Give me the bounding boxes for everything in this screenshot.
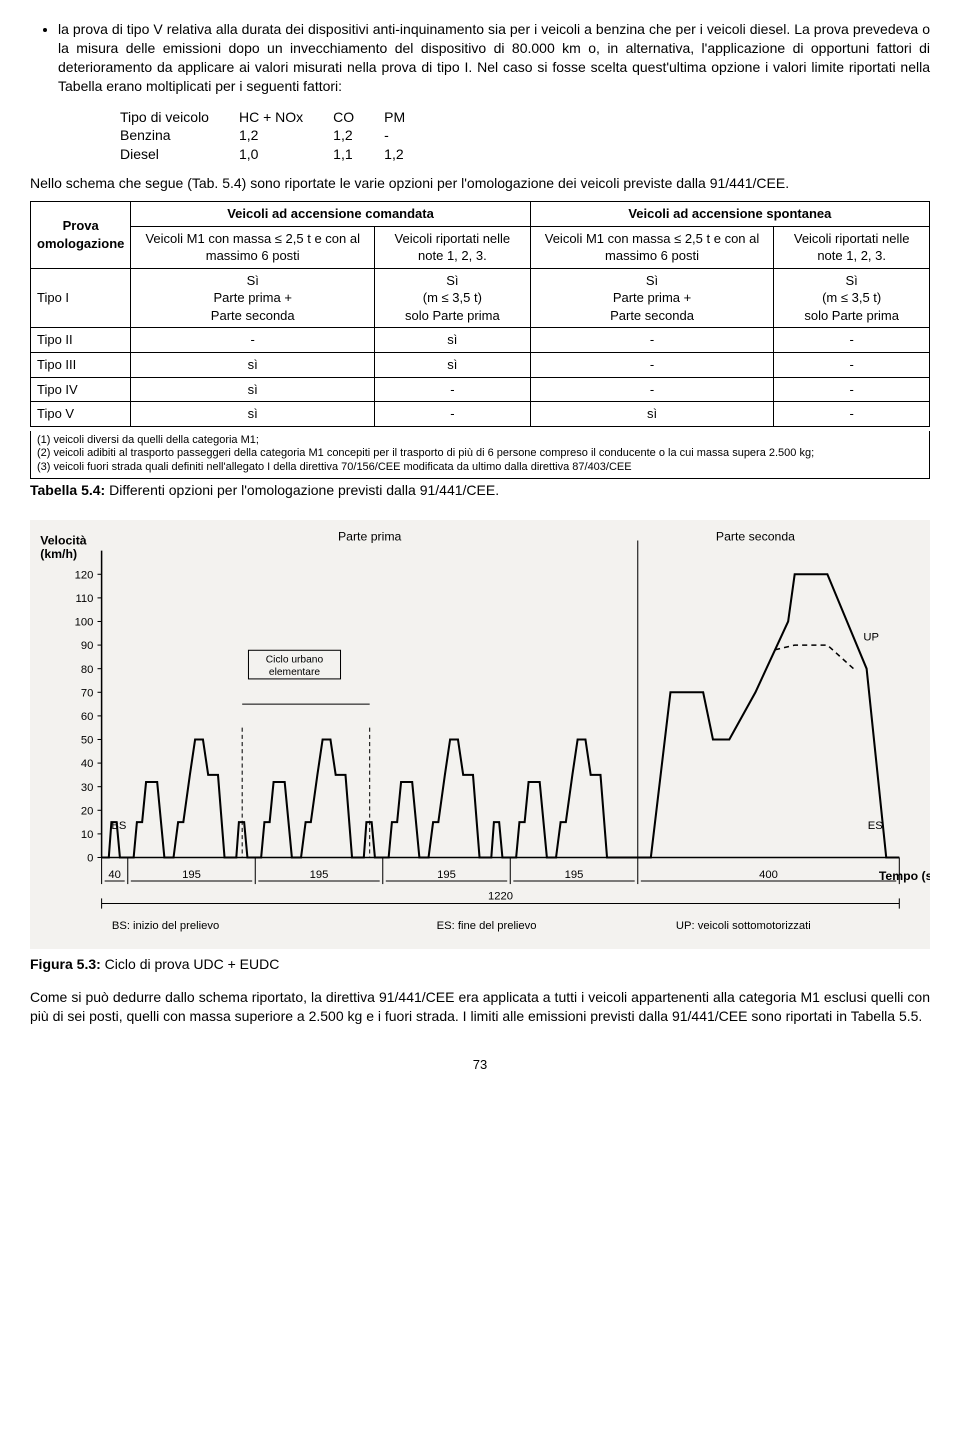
svg-text:BS: BS: [111, 820, 126, 832]
table-caption: Tabella 5.4: Differenti opzioni per l'om…: [30, 481, 930, 500]
chart-svg: 0 10 20 30 40 50 60 70 80 90 100 110 120 Velocità(km/…: [30, 520, 930, 950]
svg-text:(km/h): (km/h): [40, 547, 77, 561]
svg-text:ES: fine del prelievo: ES: fine del prelievo: [437, 920, 537, 932]
svg-text:20: 20: [81, 805, 94, 817]
svg-text:400: 400: [759, 869, 778, 881]
svg-text:195: 195: [437, 869, 456, 881]
paragraph-3: Come si può dedurre dallo schema riporta…: [30, 988, 930, 1026]
svg-text:UP: veicoli sottomotorizzati: UP: veicoli sottomotorizzati: [676, 920, 811, 932]
svg-text:UP: UP: [863, 631, 879, 643]
svg-text:Ciclo urbano: Ciclo urbano: [266, 654, 324, 665]
svg-text:100: 100: [75, 616, 94, 628]
page-number: 73: [30, 1056, 930, 1074]
factors-table: Tipo di veicoloHC + NOxCOPMBenzina1,21,2…: [120, 108, 435, 165]
paragraph-2: Nello schema che segue (Tab. 5.4) sono r…: [30, 174, 930, 193]
svg-text:0: 0: [87, 852, 93, 864]
svg-text:40: 40: [81, 758, 94, 770]
table-footnotes: (1) veicoli diversi da quelli della cate…: [30, 431, 930, 479]
svg-text:50: 50: [81, 734, 94, 746]
svg-text:80: 80: [81, 664, 94, 676]
svg-text:Parte seconda: Parte seconda: [716, 529, 795, 543]
svg-text:BS: inizio del prelievo: BS: inizio del prelievo: [112, 920, 219, 932]
svg-text:30: 30: [81, 782, 94, 794]
svg-text:195: 195: [182, 869, 201, 881]
svg-text:10: 10: [81, 829, 94, 841]
svg-text:120: 120: [75, 569, 94, 581]
svg-text:ES: ES: [868, 820, 883, 832]
main-table: ProvaomologazioneVeicoli ad accensione c…: [30, 201, 930, 426]
svg-text:195: 195: [310, 869, 329, 881]
svg-text:Tempo (s): Tempo (s): [879, 869, 930, 883]
bullet-item: la prova di tipo V relativa alla durata …: [58, 20, 930, 96]
figure-wrap: 0 10 20 30 40 50 60 70 80 90 100 110 120 Velocità(km/…: [30, 520, 930, 950]
svg-text:Velocità: Velocità: [40, 533, 87, 547]
svg-text:90: 90: [81, 640, 94, 652]
svg-text:60: 60: [81, 711, 94, 723]
svg-text:Parte prima: Parte prima: [338, 529, 402, 543]
svg-text:40: 40: [108, 869, 121, 881]
svg-text:1220: 1220: [488, 890, 513, 902]
svg-text:110: 110: [76, 593, 94, 605]
factors-table-wrap: Tipo di veicoloHC + NOxCOPMBenzina1,21,2…: [120, 108, 930, 165]
svg-text:elementare: elementare: [269, 667, 320, 678]
svg-text:70: 70: [81, 687, 94, 699]
svg-text:195: 195: [565, 869, 584, 881]
figure-caption: Figura 5.3: Ciclo di prova UDC + EUDC: [30, 955, 930, 974]
